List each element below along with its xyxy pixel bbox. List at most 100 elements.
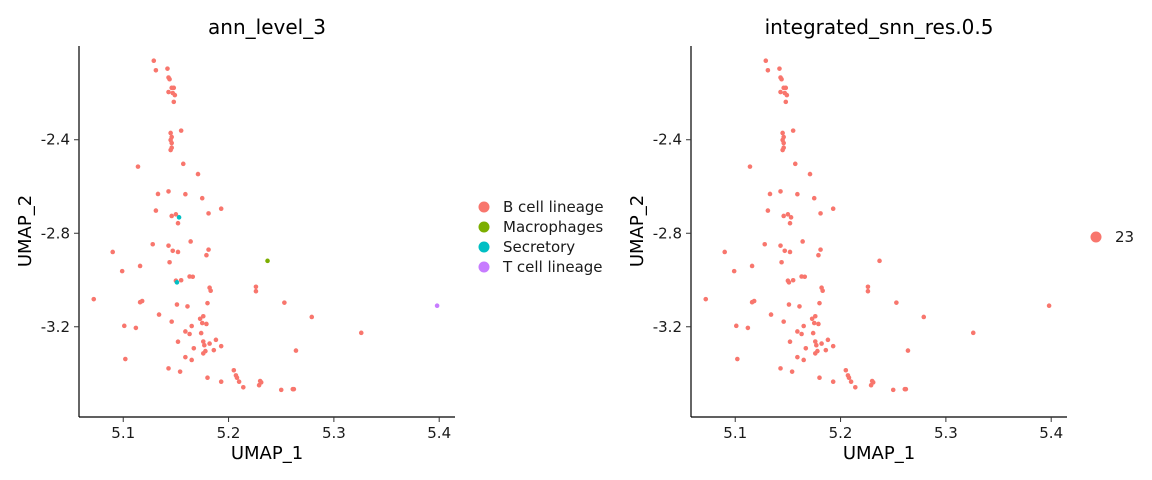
data-point (749, 299, 755, 305)
data-point (185, 304, 190, 309)
data-point (165, 66, 170, 71)
data-point (198, 330, 204, 336)
data-point (204, 321, 209, 327)
y-tick-label: -2.8 (653, 224, 682, 242)
data-point (812, 339, 818, 344)
data-point (166, 89, 171, 95)
plot-area: 5.1 5.2 5.3 5.4 -2.4 -2.8 -3.2 (41, 46, 455, 442)
data-point (358, 330, 364, 336)
data-point (818, 247, 823, 252)
data-point (903, 386, 909, 392)
data-point (810, 330, 816, 336)
data-point (218, 379, 224, 385)
data-point (816, 252, 821, 258)
legend-key (1090, 231, 1102, 243)
data-point (762, 241, 768, 247)
data-point (733, 323, 739, 329)
data-point (121, 323, 127, 329)
data-point (803, 345, 809, 351)
data-point (890, 387, 896, 393)
data-point (211, 347, 217, 353)
data-point (816, 321, 821, 327)
data-point (153, 208, 159, 213)
data-point (782, 248, 788, 254)
data-point (234, 375, 240, 381)
x-tick-label: 5.3 (934, 424, 958, 442)
panel-integrated-snn-res: integrated_snn_res.0.5 UMAP_1 UMAP_2 5.1… (627, 15, 1134, 464)
data-point (241, 385, 246, 390)
data-point (199, 320, 205, 326)
data-point (905, 348, 911, 353)
y-tick-label: -3.2 (653, 318, 682, 336)
data-point (785, 212, 791, 217)
data-point (781, 213, 786, 219)
data-point (195, 171, 201, 177)
x-tick-label: 5.1 (723, 424, 747, 442)
data-point (206, 211, 211, 216)
data-point (137, 299, 143, 305)
data-point (218, 206, 224, 212)
data-point (865, 284, 871, 290)
data-point (206, 247, 211, 252)
data-point (169, 319, 174, 324)
data-point (811, 195, 817, 201)
data-point (169, 140, 174, 146)
legend-label: T cell lineage (502, 258, 603, 276)
y-tick-label: -2.4 (41, 131, 70, 149)
data-point (722, 249, 727, 255)
data-point (183, 329, 188, 334)
data-point (778, 189, 783, 194)
data-point (877, 258, 882, 264)
x-axis-title: UMAP_1 (231, 443, 303, 464)
data-point (167, 76, 172, 82)
data-point (795, 329, 800, 334)
data-point (183, 191, 188, 197)
data-point (868, 382, 874, 388)
data-point (830, 379, 836, 385)
data-point (265, 258, 270, 264)
data-point (802, 274, 808, 280)
data-point (787, 249, 793, 255)
y-axis-title: UMAP_2 (15, 195, 36, 267)
data-point (787, 220, 793, 226)
data-point (792, 161, 798, 167)
data-point (809, 316, 815, 322)
data-point (123, 356, 128, 362)
data-point (200, 339, 206, 344)
data-point (293, 348, 299, 353)
data-point (278, 387, 284, 393)
legend-key (478, 261, 490, 273)
data-point (853, 385, 858, 390)
data-point (175, 339, 181, 345)
data-point (790, 277, 796, 283)
panel-ann-level-3: ann_level_3 UMAP_1 UMAP_2 5.1 5.2 5.3 5.4 -2… (15, 15, 604, 464)
data-point (823, 347, 829, 353)
y-tick-label: -3.2 (41, 318, 70, 336)
data-point (788, 215, 794, 220)
data-point (781, 319, 786, 324)
data-point (133, 325, 139, 331)
data-point (190, 274, 196, 280)
data-point (795, 354, 800, 360)
data-point (1046, 303, 1052, 309)
chart-title: integrated_snn_res.0.5 (765, 15, 994, 39)
data-point (189, 357, 194, 363)
data-point (894, 300, 899, 305)
x-tick-label: 5.1 (111, 424, 135, 442)
data-point (768, 312, 774, 317)
data-point (171, 85, 177, 91)
data-point (110, 249, 115, 255)
data-point (786, 280, 792, 285)
x-tick-label: 5.3 (322, 424, 346, 442)
data-point (253, 284, 259, 290)
data-point (749, 263, 755, 269)
data-point (787, 339, 793, 345)
data-point (174, 302, 180, 307)
y-axis-title: UMAP_2 (627, 195, 648, 267)
data-point (156, 312, 162, 317)
data-point (778, 243, 783, 248)
data-point (703, 296, 709, 302)
data-point (848, 379, 854, 385)
chart-title: ann_level_3 (208, 15, 326, 39)
